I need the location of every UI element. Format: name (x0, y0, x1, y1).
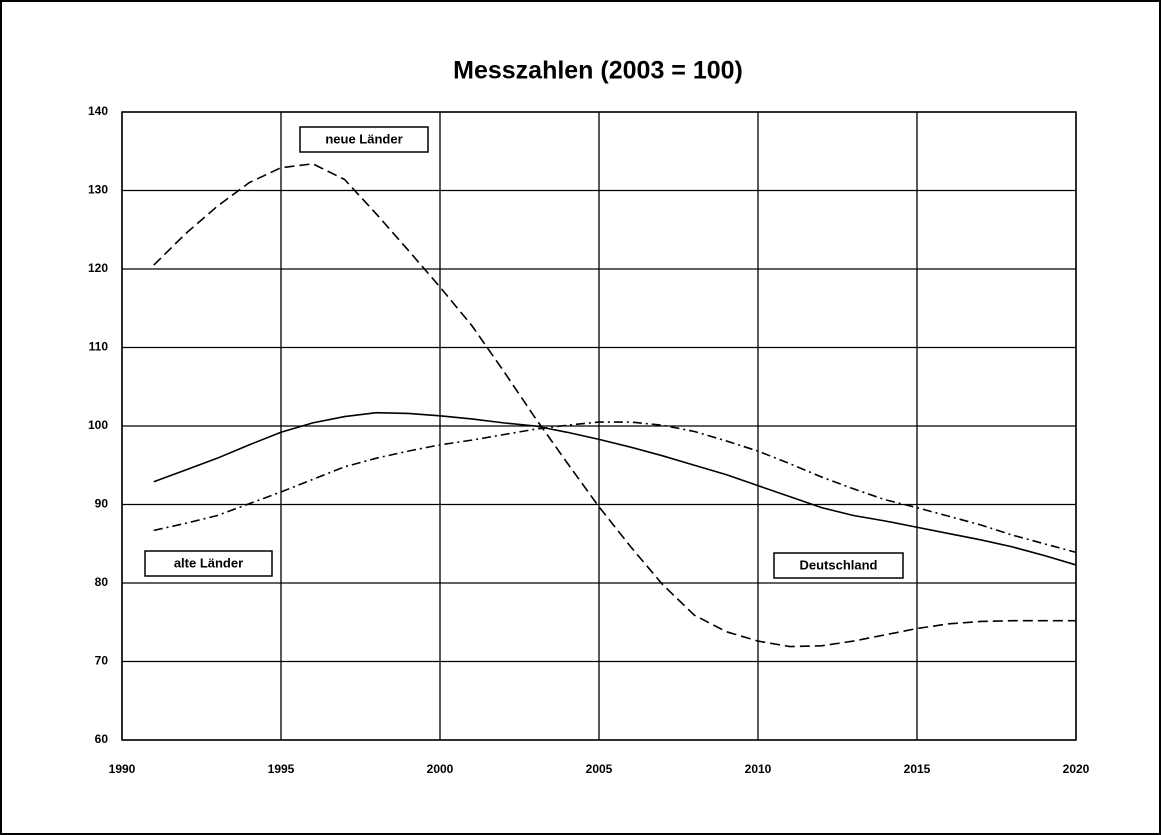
legend-label: Deutschland (799, 557, 877, 572)
x-tick-label: 2015 (904, 762, 931, 776)
chart-title: Messzahlen (2003 = 100) (453, 57, 743, 85)
line (153, 421, 1077, 554)
legend-label: alte Länder (174, 555, 243, 570)
x-tick-label: 1990 (109, 762, 136, 776)
legend-box (773, 552, 904, 579)
x-tick-label: 2020 (1063, 762, 1090, 776)
y-tick-label: 130 (88, 183, 108, 197)
x-tick-label: 1995 (268, 762, 295, 776)
y-tick-label: 90 (95, 497, 109, 511)
line (153, 411, 1077, 566)
y-tick-label: 80 (95, 575, 109, 589)
y-tick-label: 60 (95, 732, 109, 746)
legend-box (144, 550, 273, 577)
x-tick-label: 2010 (745, 762, 772, 776)
y-tick-label: 110 (89, 340, 109, 354)
x-tick-label: 2005 (586, 762, 613, 776)
y-tick-label: 120 (88, 261, 108, 275)
legend-label: neue Länder (325, 131, 402, 146)
y-tick-label: 140 (88, 104, 108, 118)
y-tick-label: 70 (95, 654, 109, 668)
line (153, 162, 1076, 648)
legend-box (299, 126, 429, 153)
x-tick-label: 2000 (427, 762, 454, 776)
y-tick-label: 100 (88, 418, 108, 432)
plot-border (121, 111, 1077, 741)
